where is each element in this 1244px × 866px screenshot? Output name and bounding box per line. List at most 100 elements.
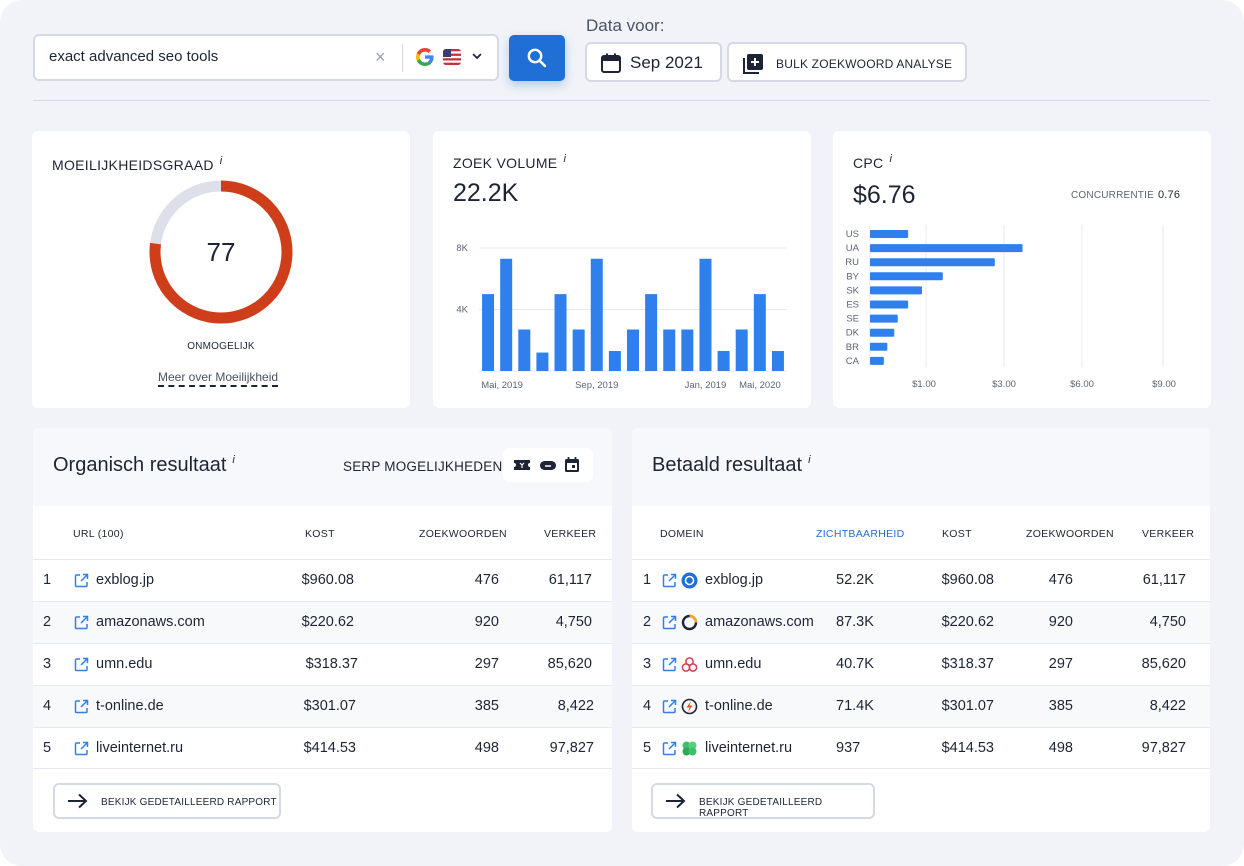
x-tick-label: Mai, 2019 xyxy=(481,380,523,391)
volume-bar xyxy=(681,329,694,371)
info-icon[interactable]: i xyxy=(232,454,235,466)
visibility: 71.4K xyxy=(836,698,874,714)
cost: $318.37 xyxy=(941,656,994,672)
column-header-url[interactable]: URL (100) xyxy=(73,528,124,540)
arrow-right-icon xyxy=(68,793,88,809)
x-tick-label: Mai, 2020 xyxy=(739,380,781,391)
table-row[interactable]: 4 t-online.de 71.4K $301.07 385 8,422 xyxy=(632,685,1210,727)
paid-title: Betaald resultaat i xyxy=(652,454,811,477)
external-link-icon[interactable] xyxy=(662,615,677,630)
bulk-analysis-button[interactable]: BULK ZOEKWOORD ANALYSE xyxy=(727,42,967,82)
detailed-report-button[interactable]: BEKIJK GEDETAILLEERD RAPPORT xyxy=(651,783,875,819)
volume-bar xyxy=(627,329,639,371)
ticket-icon[interactable] xyxy=(513,458,531,472)
search-input[interactable] xyxy=(49,48,369,65)
column-header-traffic[interactable]: VERKEER xyxy=(544,528,597,540)
column-header-traffic[interactable]: VERKEER xyxy=(1142,528,1195,540)
chevron-down-icon[interactable] xyxy=(471,50,483,62)
external-link-icon[interactable] xyxy=(662,741,677,756)
competition-value: 0.76 xyxy=(1157,189,1181,201)
date-picker[interactable]: Sep 2021 xyxy=(585,42,722,82)
column-header-cost[interactable]: KOST xyxy=(942,528,972,540)
google-icon[interactable] xyxy=(416,48,434,66)
domain[interactable]: liveinternet.ru xyxy=(96,740,184,756)
detailed-report-button[interactable]: BEKIJK GEDETAILLEERD RAPPORT xyxy=(53,783,281,819)
domain[interactable]: umn.edu xyxy=(705,656,762,672)
volume-chart: 8K 4K Mai, 2019 Sep, 2019 Jan, 2019 Mai, 2020 xyxy=(456,243,787,391)
external-link-icon[interactable] xyxy=(74,741,89,756)
date-value: Sep 2021 xyxy=(630,53,703,72)
cpc-title: CPC xyxy=(853,155,884,171)
volume-bar xyxy=(699,258,712,371)
table-row[interactable]: 5 liveinternet.ru $414.53 498 97,827 xyxy=(33,727,612,769)
keywords: 498 xyxy=(1048,740,1073,756)
external-link-icon[interactable] xyxy=(74,699,89,714)
domain[interactable]: t-online.de xyxy=(705,698,773,714)
category-label: BR xyxy=(846,342,859,353)
volume-value: 22.2K xyxy=(453,179,519,207)
info-icon[interactable]: i xyxy=(808,454,811,466)
serp-features-label: SERP MOGELIJKHEDEN: xyxy=(343,459,507,474)
external-link-icon[interactable] xyxy=(74,573,89,588)
external-link-icon[interactable] xyxy=(662,657,677,672)
card-icon[interactable] xyxy=(539,458,557,472)
domain[interactable]: amazonaws.com xyxy=(705,614,814,630)
row-number: 1 xyxy=(643,572,652,588)
t-online-favicon-icon xyxy=(681,698,698,715)
table-row[interactable]: 3 umn.edu $318.37 297 85,620 xyxy=(33,643,612,685)
domain[interactable]: t-online.de xyxy=(96,698,164,714)
column-header-keywords[interactable]: ZOEKWOORDEN xyxy=(1026,528,1114,540)
organic-title-text: Organisch resultaat xyxy=(53,454,227,476)
table-row[interactable]: 3 umn.edu 40.7K $318.37 297 85,620 xyxy=(632,643,1210,685)
difficulty-level: ONMOGELIJK xyxy=(187,341,255,352)
info-icon[interactable]: i xyxy=(563,153,567,165)
cpc-bar xyxy=(870,356,884,365)
x-tick-label: $6.00 xyxy=(1070,379,1094,390)
more-about-difficulty-link[interactable]: Meer over Moeilijkheid xyxy=(158,370,279,387)
external-link-icon[interactable] xyxy=(74,615,89,630)
category-label: ES xyxy=(846,300,859,311)
domain[interactable]: amazonaws.com xyxy=(96,614,205,630)
search-button[interactable] xyxy=(509,35,565,81)
visibility: 87.3K xyxy=(836,614,874,630)
cost: $414.53 xyxy=(941,740,994,756)
info-icon[interactable]: i xyxy=(219,155,223,167)
external-link-icon[interactable] xyxy=(662,699,677,714)
category-label: DK xyxy=(846,328,860,339)
external-link-icon[interactable] xyxy=(662,573,677,588)
divider xyxy=(402,44,403,72)
column-header-cost[interactable]: KOST xyxy=(305,528,335,540)
clear-icon[interactable]: × xyxy=(375,47,386,67)
column-header-domain[interactable]: DOMEIN xyxy=(660,528,704,540)
cpc-bar xyxy=(870,314,898,323)
table-row[interactable]: 1 exblog.jp 52.2K $960.08 476 61,117 xyxy=(632,559,1210,601)
volume-bar xyxy=(645,294,658,371)
us-flag-icon[interactable] xyxy=(443,49,461,65)
domain[interactable]: liveinternet.ru xyxy=(705,740,793,756)
table-row[interactable]: 4 t-online.de $301.07 385 8,422 xyxy=(33,685,612,727)
info-icon[interactable]: i xyxy=(889,153,893,165)
traffic: 61,117 xyxy=(1142,572,1186,588)
domain[interactable]: umn.edu xyxy=(96,656,153,672)
column-header-keywords[interactable]: ZOEKWOORDEN xyxy=(419,528,507,540)
x-tick-label: $9.00 xyxy=(1152,379,1176,390)
column-header-visibility[interactable]: ZICHTBAARHEID xyxy=(816,528,905,540)
table-row[interactable]: 2 amazonaws.com 87.3K $220.62 920 4,750 xyxy=(632,601,1210,643)
domain[interactable]: exblog.jp xyxy=(705,572,764,588)
table-row[interactable]: 5 liveinternet.ru 937 $414.53 498 97,827 xyxy=(632,727,1210,769)
volume-bar xyxy=(536,352,549,371)
table-row[interactable]: 2 amazonaws.com $220.62 920 4,750 xyxy=(33,601,612,643)
domain[interactable]: exblog.jp xyxy=(96,572,155,588)
cost: $318.37 xyxy=(305,656,358,672)
traffic: 4,750 xyxy=(555,614,592,630)
external-link-icon[interactable] xyxy=(74,657,89,672)
add-list-icon xyxy=(743,54,763,74)
cpc-bar xyxy=(870,342,888,351)
table-row[interactable]: 1 exblog.jp $960.08 476 61,117 xyxy=(33,559,612,601)
row-number: 4 xyxy=(643,698,652,714)
traffic: 97,827 xyxy=(549,740,594,756)
volume-bar xyxy=(717,351,730,371)
visibility: 52.2K xyxy=(836,572,874,588)
calendar-icon[interactable] xyxy=(564,456,580,473)
